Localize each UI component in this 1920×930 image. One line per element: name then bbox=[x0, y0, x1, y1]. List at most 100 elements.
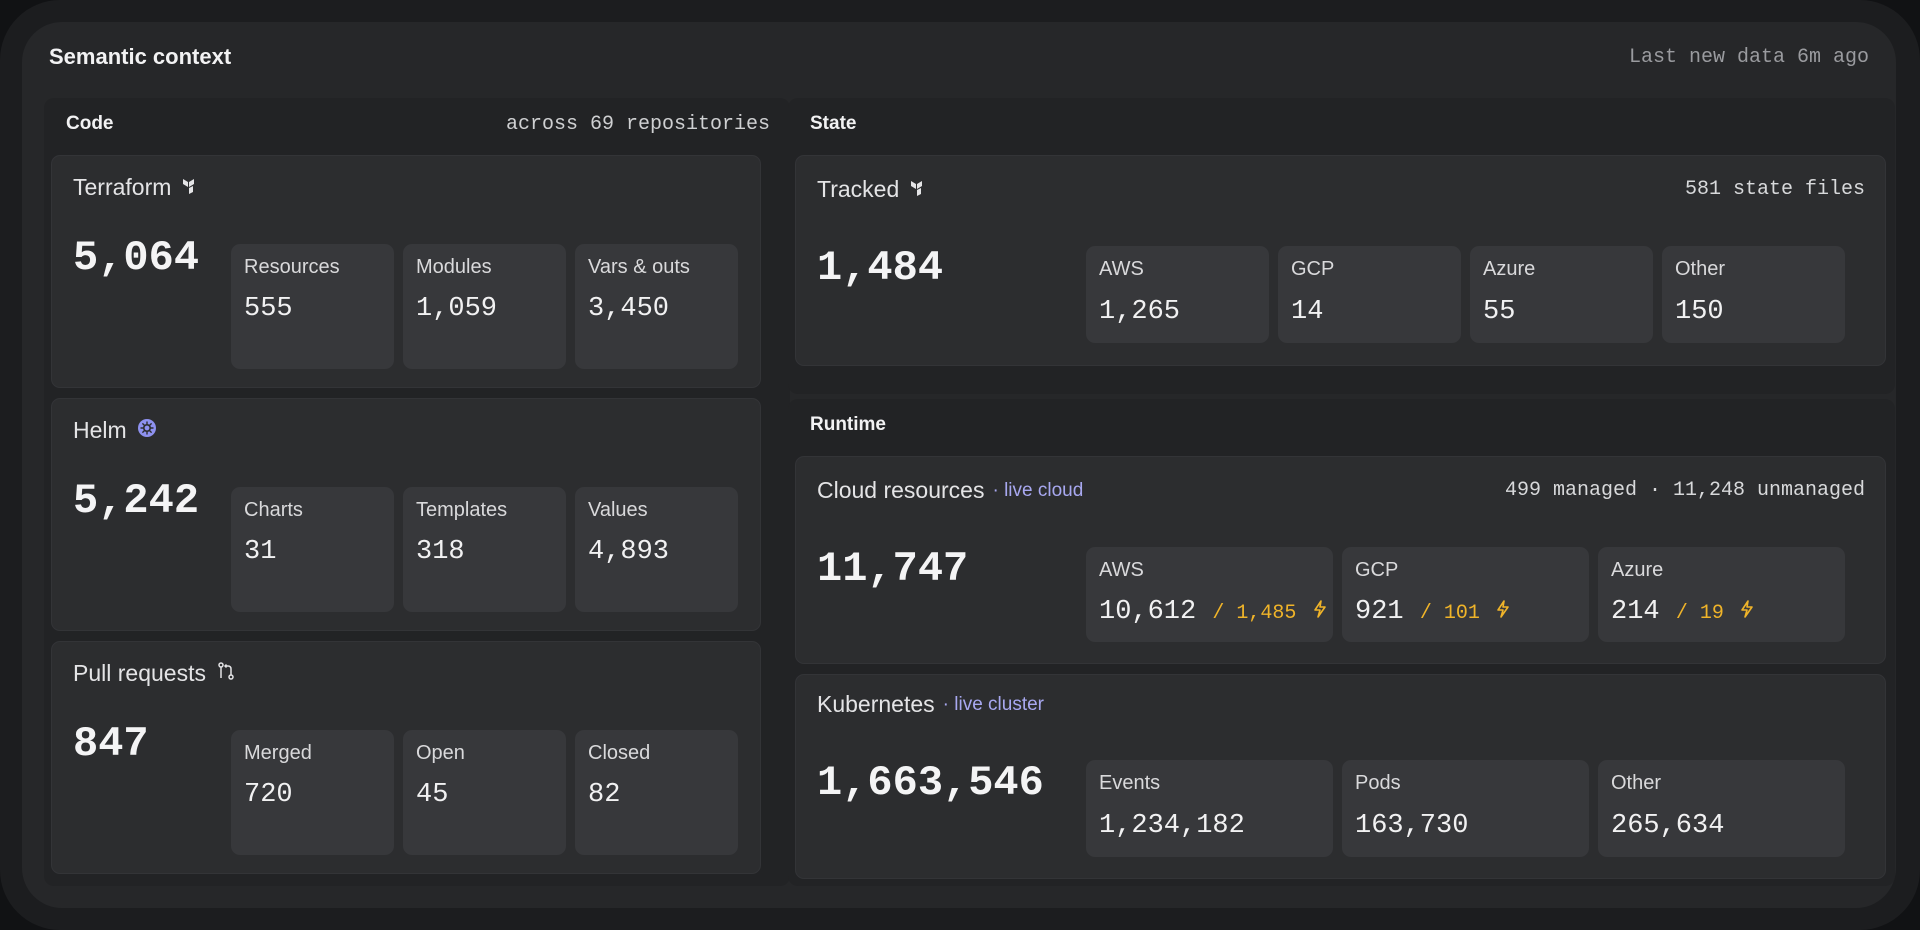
tile-value: 55 bbox=[1483, 297, 1516, 327]
tile-label: Other bbox=[1611, 772, 1662, 794]
cloud-azure-tile[interactable]: Azure 214 / 19 bbox=[1598, 547, 1845, 642]
runtime-section-title: Runtime bbox=[810, 414, 886, 435]
tile-label: GCP bbox=[1291, 258, 1335, 280]
helm-card[interactable]: Helm 5,242 Charts 31 Templates 318 Value… bbox=[51, 398, 761, 631]
pr-merged-tile[interactable]: Merged 720 bbox=[231, 730, 394, 855]
helm-values-tile[interactable]: Values 4,893 bbox=[575, 487, 738, 612]
state-aws-tile[interactable]: AWS 1,265 bbox=[1086, 246, 1269, 343]
lightning-icon bbox=[1313, 600, 1326, 618]
pr-open-tile[interactable]: Open 45 bbox=[403, 730, 566, 855]
tile-label: AWS bbox=[1099, 258, 1144, 280]
tile-label: Pods bbox=[1355, 772, 1401, 794]
tile-label: Other bbox=[1675, 258, 1726, 280]
tile-value: 720 bbox=[244, 780, 293, 810]
tile-label: Azure bbox=[1483, 258, 1536, 280]
unmanaged-count: / 101 bbox=[1419, 602, 1480, 625]
helm-total: 5,242 bbox=[73, 477, 200, 525]
kubernetes-card[interactable]: Kubernetes · live cluster 1,663,546 Even… bbox=[795, 674, 1886, 879]
page-title: Semantic context bbox=[49, 44, 232, 69]
tile-label: Charts bbox=[244, 499, 303, 521]
code-section-title: Code bbox=[66, 113, 114, 134]
tile-label: GCP bbox=[1355, 559, 1399, 581]
helm-card-title: Helm bbox=[73, 417, 127, 443]
tile-label: Merged bbox=[244, 742, 312, 764]
terraform-modules-tile[interactable]: Modules 1,059 bbox=[403, 244, 566, 369]
pr-closed-tile[interactable]: Closed 82 bbox=[575, 730, 738, 855]
tile-value: 1,265 bbox=[1099, 297, 1181, 327]
k8s-other-tile[interactable]: Other 265,634 bbox=[1598, 760, 1845, 857]
live-cloud-tag: · live cloud bbox=[992, 479, 1084, 501]
tile-value: 10,612 bbox=[1099, 597, 1197, 627]
cloud-resources-title: Cloud resources bbox=[817, 477, 985, 503]
tile-label: Values bbox=[588, 499, 648, 521]
lightning-icon bbox=[1741, 600, 1753, 618]
state-other-tile[interactable]: Other 150 bbox=[1662, 246, 1845, 343]
tile-label: Azure bbox=[1611, 559, 1664, 581]
tile-label: AWS bbox=[1099, 559, 1144, 581]
tile-value: 4,893 bbox=[588, 537, 670, 567]
cloud-resources-total: 11,747 bbox=[817, 545, 969, 593]
state-section: State Tracked 581 state files 1,484 AWS … bbox=[788, 98, 1895, 394]
tracked-total: 1,484 bbox=[817, 244, 944, 292]
tile-value: 265,634 bbox=[1611, 811, 1725, 841]
tile-label: Closed bbox=[588, 742, 651, 764]
tile-value: 318 bbox=[416, 537, 465, 567]
runtime-section: Runtime Cloud resources · live cloud 499… bbox=[788, 399, 1895, 886]
terraform-vars-outs-tile[interactable]: Vars & outs 3,450 bbox=[575, 244, 738, 369]
cloud-resources-card[interactable]: Cloud resources · live cloud 499 managed… bbox=[795, 456, 1886, 664]
tracked-card-title: Tracked bbox=[817, 176, 900, 202]
tile-label: Resources bbox=[244, 256, 340, 278]
state-azure-tile[interactable]: Azure 55 bbox=[1470, 246, 1653, 343]
cloud-gcp-tile[interactable]: GCP 921 / 101 bbox=[1342, 547, 1589, 642]
tile-value: 1,059 bbox=[416, 294, 498, 324]
state-gcp-tile[interactable]: GCP 14 bbox=[1278, 246, 1461, 343]
tile-label: Vars & outs bbox=[588, 256, 690, 278]
tile-label: Open bbox=[416, 742, 465, 764]
k8s-events-tile[interactable]: Events 1,234,182 bbox=[1086, 760, 1333, 857]
tile-label: Modules bbox=[416, 256, 492, 278]
helm-templates-tile[interactable]: Templates 318 bbox=[403, 487, 566, 612]
tile-label: Events bbox=[1099, 772, 1161, 794]
code-section: Code across 69 repositories Terraform 5,… bbox=[44, 98, 790, 886]
code-section-meta: across 69 repositories bbox=[505, 113, 770, 136]
tile-value: 14 bbox=[1291, 297, 1324, 327]
helm-icon bbox=[137, 417, 157, 444]
state-section-title: State bbox=[810, 113, 857, 134]
lightning-icon bbox=[1497, 600, 1509, 618]
pull-requests-total: 847 bbox=[73, 720, 149, 768]
live-cluster-tag: · live cluster bbox=[942, 693, 1044, 715]
cloud-aws-tile[interactable]: AWS 10,612 / 1,485 bbox=[1086, 547, 1333, 642]
tile-value: 3,450 bbox=[588, 294, 670, 324]
tile-value: 31 bbox=[244, 537, 277, 567]
unmanaged-count: / 19 bbox=[1675, 602, 1724, 625]
tile-value: 555 bbox=[244, 294, 293, 324]
tile-value: 163,730 bbox=[1355, 811, 1469, 841]
pull-requests-card[interactable]: Pull requests 847 Merged 720 Open 45 Clo… bbox=[51, 641, 761, 874]
terraform-icon bbox=[181, 174, 199, 201]
terraform-icon bbox=[909, 176, 927, 203]
tile-label: Templates bbox=[416, 499, 508, 521]
kubernetes-title: Kubernetes bbox=[817, 691, 935, 717]
kubernetes-total: 1,663,546 bbox=[817, 759, 1044, 807]
tile-value: 214 bbox=[1611, 597, 1660, 627]
pull-requests-card-title: Pull requests bbox=[73, 660, 206, 686]
terraform-card[interactable]: Terraform 5,064 Resources 555 Modules 1,… bbox=[51, 155, 761, 388]
tile-value: 921 bbox=[1355, 597, 1404, 627]
pull-request-icon bbox=[216, 660, 236, 687]
terraform-total: 5,064 bbox=[73, 234, 200, 282]
state-files-count: 581 state files bbox=[1684, 178, 1865, 201]
tile-value: 82 bbox=[588, 780, 621, 810]
tile-value: 45 bbox=[416, 780, 449, 810]
k8s-pods-tile[interactable]: Pods 163,730 bbox=[1342, 760, 1589, 857]
helm-charts-tile[interactable]: Charts 31 bbox=[231, 487, 394, 612]
terraform-resources-tile[interactable]: Resources 555 bbox=[231, 244, 394, 369]
tile-value: 1,234,182 bbox=[1099, 811, 1245, 841]
unmanaged-count: / 1,485 bbox=[1212, 602, 1297, 625]
tile-value: 150 bbox=[1675, 297, 1724, 327]
terraform-card-title: Terraform bbox=[73, 174, 172, 200]
semantic-context-panel: Semantic context Last new data 6m ago Co… bbox=[22, 22, 1896, 908]
tracked-card[interactable]: Tracked 581 state files 1,484 AWS 1,265 … bbox=[795, 155, 1886, 366]
last-updated: Last new data 6m ago bbox=[1628, 46, 1869, 69]
managed-summary: 499 managed · 11,248 unmanaged bbox=[1504, 479, 1865, 502]
